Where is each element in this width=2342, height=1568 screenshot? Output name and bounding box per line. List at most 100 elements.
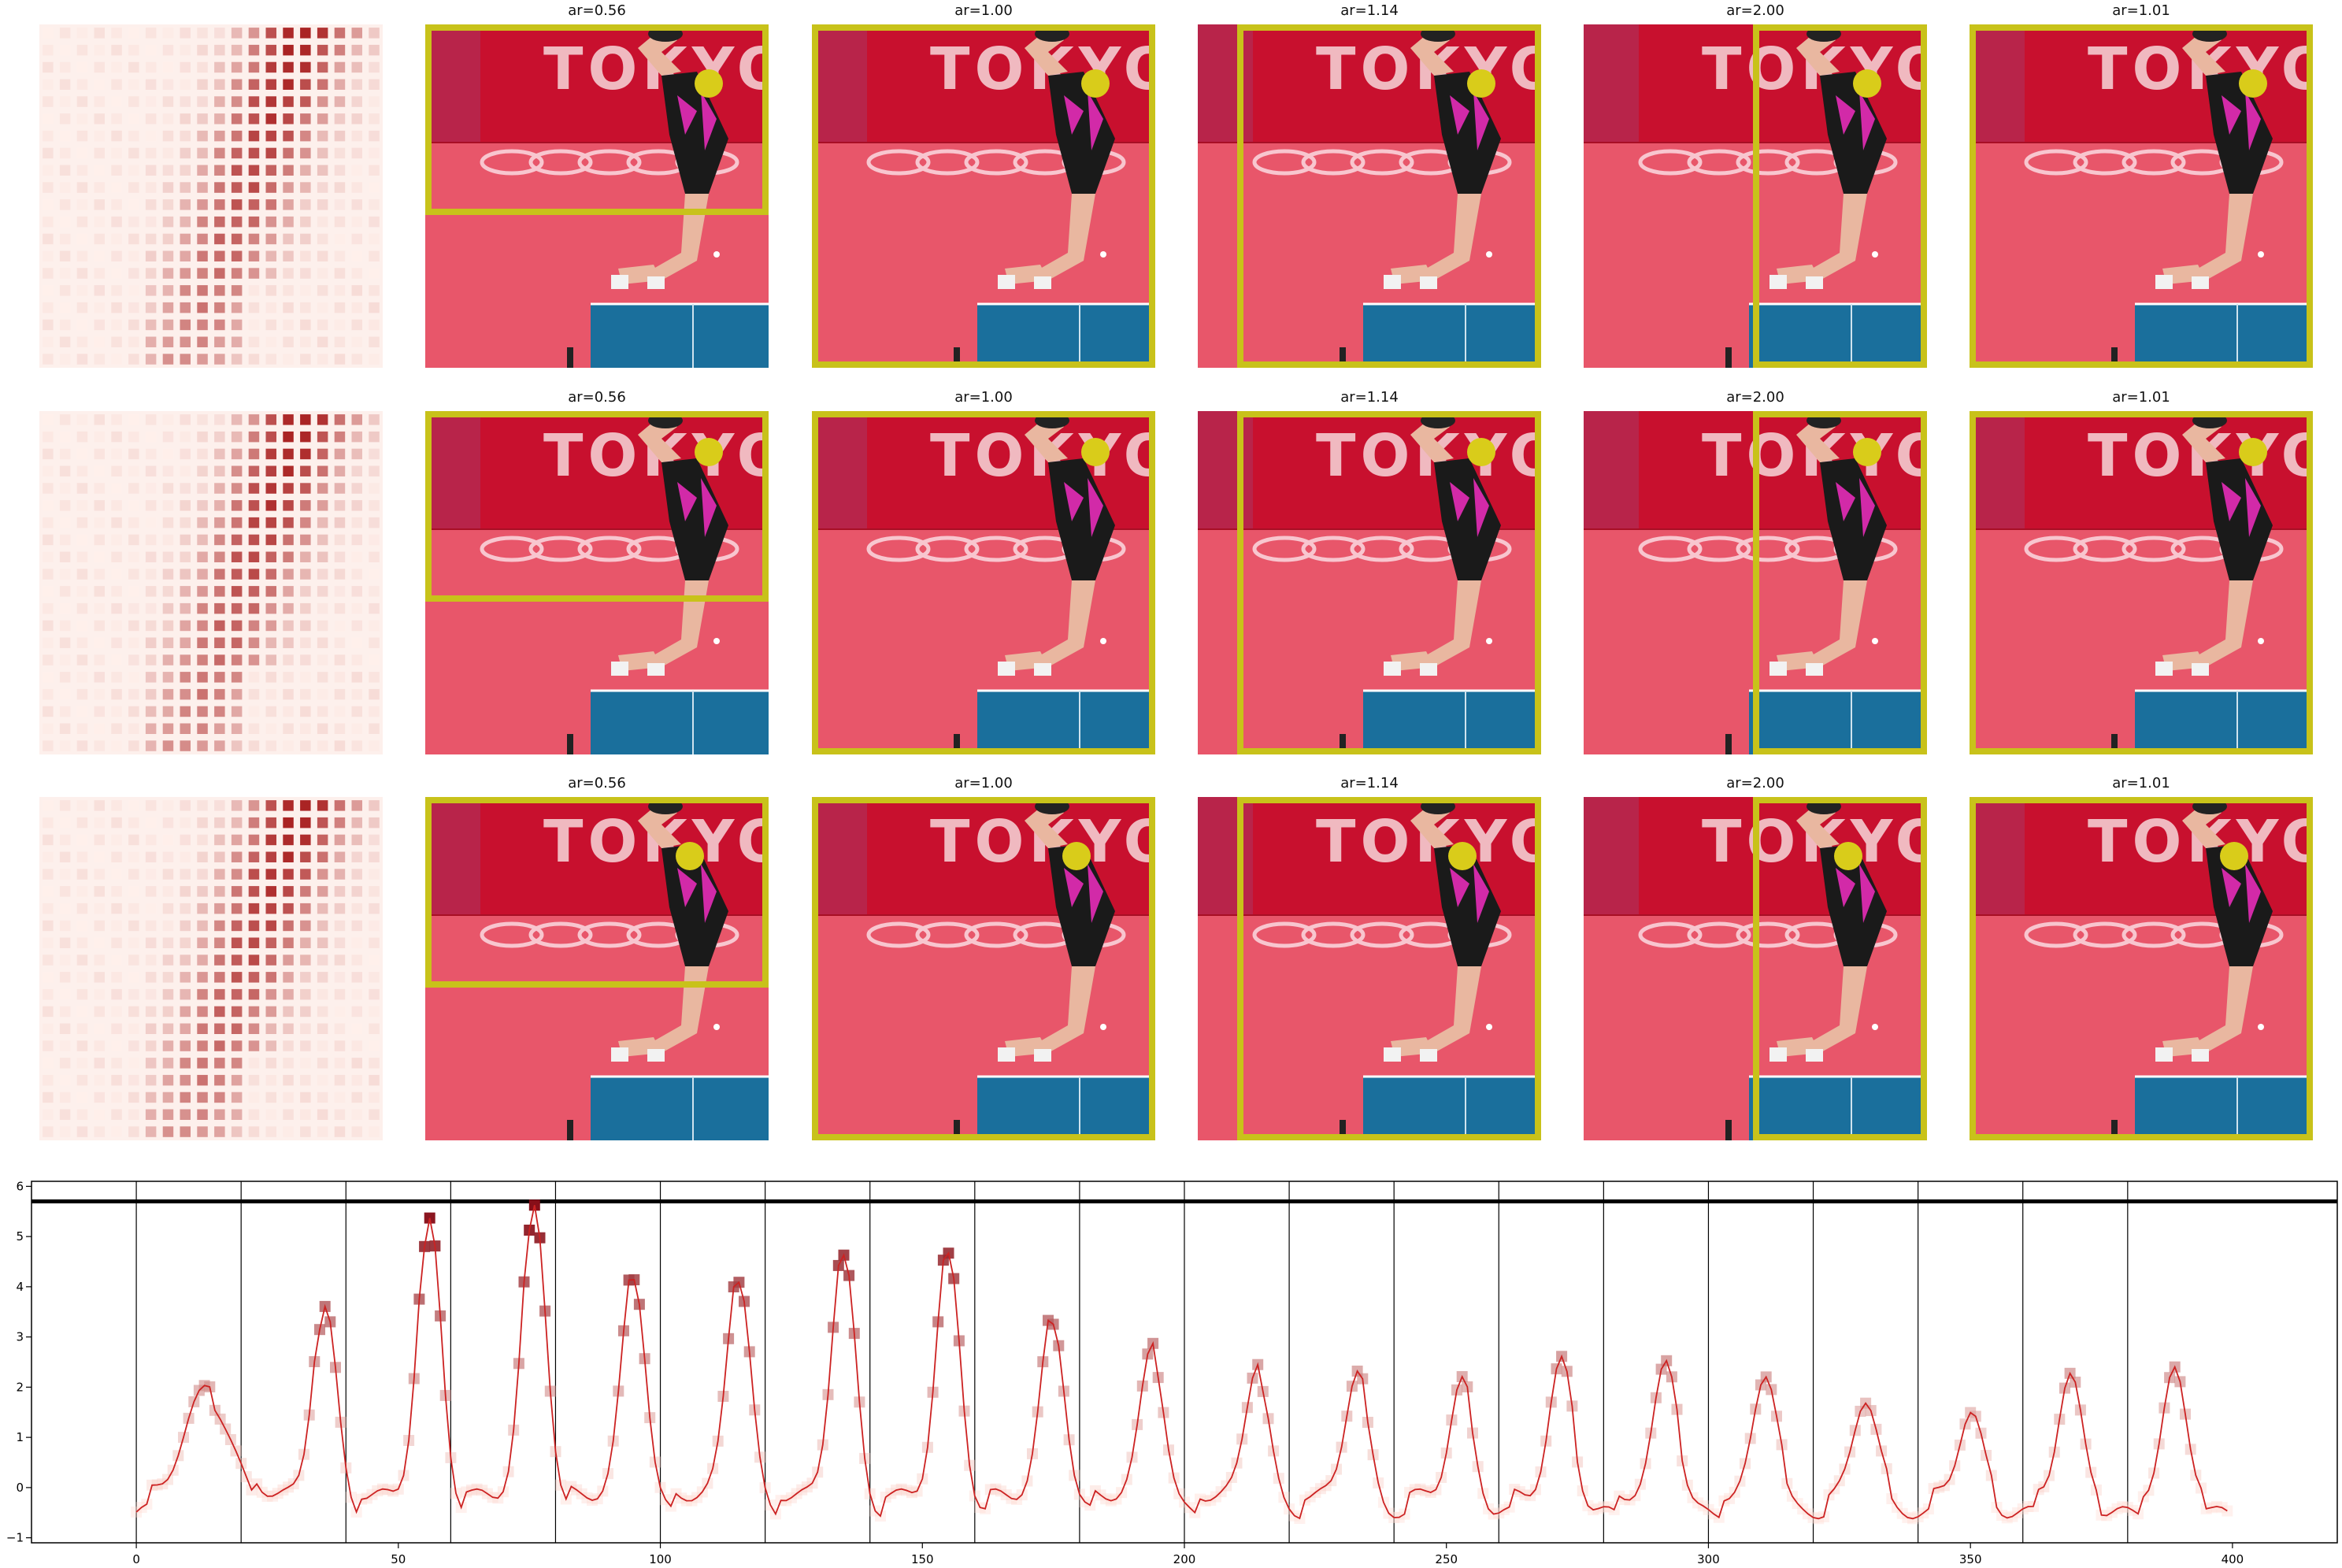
heat-square [351,302,362,313]
heat-square [59,483,71,494]
ball [1872,1024,1878,1030]
heat-square [351,1040,362,1051]
ring-icon [577,149,642,176]
heat-square [265,250,276,261]
heat-square [334,972,346,983]
heat-square [317,869,328,880]
heat-square [369,431,380,443]
heat-square [162,972,174,983]
heat-square [43,834,54,846]
ring-icon [1350,921,1414,948]
heat-square [59,500,71,511]
heat-square [59,319,71,331]
heat-square [248,182,260,193]
ball [1872,251,1878,258]
heat-square [43,920,54,932]
heat-square [94,800,105,811]
crop-box [812,24,1155,368]
heat-square [43,688,54,700]
heat-square [317,500,328,511]
heat-square [197,586,208,597]
heat-square [300,79,311,90]
player-legs [2198,966,2253,1053]
heat-square [197,500,208,511]
heat-square [111,886,122,897]
heat-square [128,319,139,331]
heat-square [283,1126,294,1137]
heat-square [94,233,105,245]
heat-square [76,723,88,734]
heat-square [59,1006,71,1018]
heat-square [214,448,225,460]
heat-square [265,1126,276,1137]
heat-square [231,672,243,683]
heat-square [283,250,294,261]
heat-square [351,354,362,365]
heat-square [283,1023,294,1034]
heat-square [76,517,88,528]
heat-square [214,483,225,494]
heat-square [180,1092,191,1103]
heat-square [111,165,122,176]
heat-square [317,1109,328,1120]
heat-square [59,534,71,546]
heat-square [248,817,260,828]
heat-square [111,920,122,932]
heat-square [351,920,362,932]
heat-square [94,182,105,193]
crop-box [1753,411,1927,754]
heat-square [128,302,139,313]
attention-dot [676,842,704,870]
heat-square [76,319,88,331]
x-tick-label: 100 [649,1552,672,1566]
heat-square [162,903,174,914]
heat-square [162,740,174,751]
heat-square [59,182,71,193]
heat-square [76,637,88,648]
heat-square [197,706,208,717]
crop-panel: TOKYO 20 [425,411,769,754]
shirt-pattern [2222,864,2261,923]
heat-square [128,723,139,734]
panel-title: ar=1.00 [954,389,1013,406]
heat-square [283,130,294,142]
heat-square [76,1092,88,1103]
heat-square [265,937,276,948]
heat-square [351,130,362,142]
heat-square [248,620,260,632]
heat-square [94,1126,105,1137]
heat-square [128,920,139,932]
heat-square [214,903,225,914]
heat-square [351,903,362,914]
heat-square [59,903,71,914]
heat-square [300,465,311,476]
heat-square [334,302,346,313]
heat-square [283,569,294,580]
heat-square [248,268,260,279]
heat-square [111,319,122,331]
heat-square [128,740,139,751]
ring-icon [528,149,593,176]
heat-square [111,199,122,210]
heat-square [180,147,191,159]
heat-square [300,886,311,897]
heat-square [214,61,225,73]
heat-square [231,706,243,717]
heat-square [317,886,328,897]
heat-square [334,1040,346,1051]
wall-panel [1584,411,1639,529]
shoe [998,275,1015,289]
heat-square [334,834,346,846]
heat-square [197,96,208,107]
heat-square [43,1006,54,1018]
heat-square [180,637,191,648]
ring-icon [1736,149,1800,176]
heat-square [197,354,208,365]
heat-square [351,834,362,846]
heat-square [128,551,139,562]
heat-square [197,886,208,897]
heat-square [248,937,260,948]
heat-square [180,972,191,983]
heat-square [265,165,276,176]
ring-icon [1736,921,1800,948]
